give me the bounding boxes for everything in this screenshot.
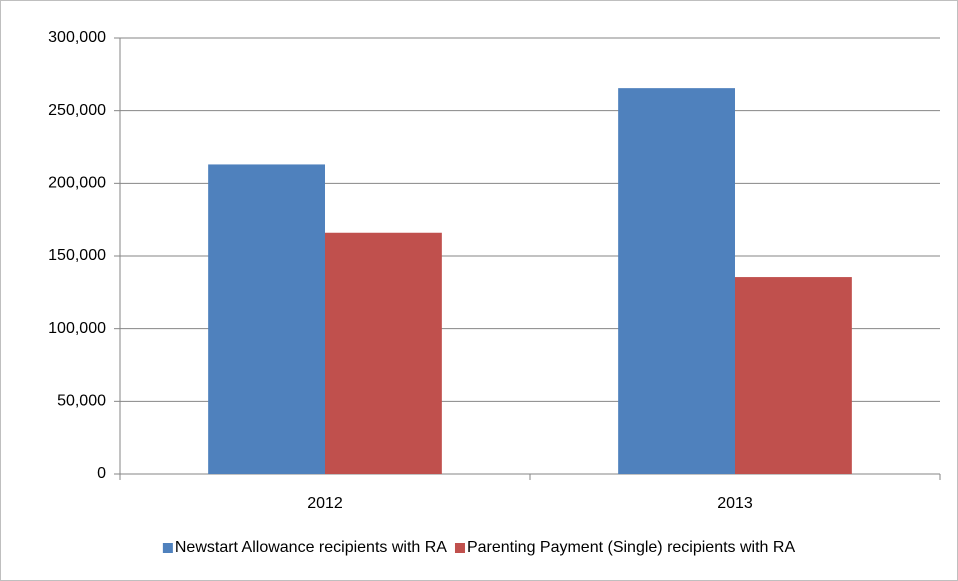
legend-label: Parenting Payment (Single) recipients wi… [467,539,795,556]
x-tick-label: 2013 [717,495,753,512]
bar [735,277,852,474]
bar [208,164,325,474]
legend-swatch [454,543,465,553]
y-tick-label: 250,000 [48,102,106,119]
y-tick-label: 0 [97,465,106,482]
bar [325,232,442,474]
y-tick-label: 300,000 [48,29,106,46]
y-tick-label: 200,000 [48,175,106,192]
x-tick-label: 2012 [307,495,343,512]
y-tick-label: 150,000 [48,247,106,264]
legend-label: Newstart Allowance recipients with RA [175,539,447,556]
y-tick-label: 100,000 [48,320,106,337]
bar [618,88,735,474]
y-tick-label: 50,000 [57,393,106,410]
legend-swatch [162,543,173,553]
